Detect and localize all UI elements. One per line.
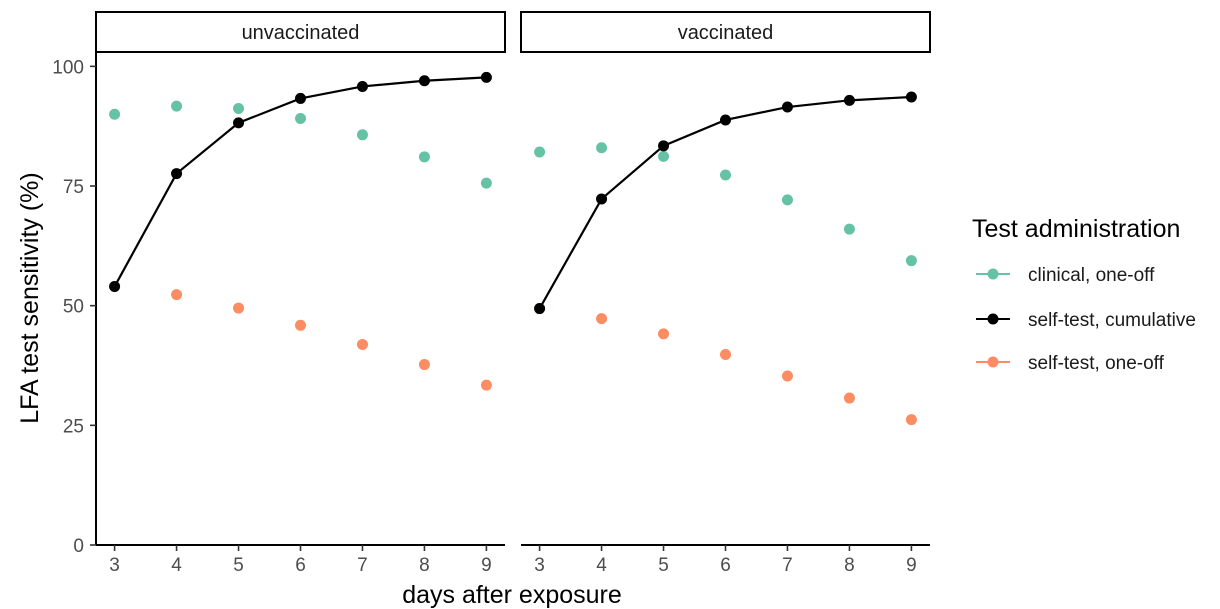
data-point-self-test-one-off [781, 370, 793, 382]
x-tick-label: 5 [658, 555, 669, 576]
y-tick-label: 100 [52, 57, 84, 78]
data-point-self-test-one-off [720, 349, 731, 361]
data-point-clinical-one-off [418, 151, 430, 163]
x-tick-label: 7 [357, 555, 368, 576]
x-tick-label: 8 [419, 555, 430, 576]
series-line-self-test-cumulative-vaccinated [538, 95, 912, 310]
data-point-self-test-cumulative [843, 94, 855, 106]
data-point-self-test-one-off [480, 379, 492, 391]
x-tick-label: 7 [782, 555, 793, 576]
data-point-self-test-one-off [843, 392, 855, 404]
y-tick-label: 75 [63, 177, 84, 198]
data-point-self-test-one-off [418, 359, 430, 371]
facet-strip-vaccinated [520, 11, 931, 53]
legend-key-point [987, 356, 999, 368]
x-tick-label: 5 [233, 555, 244, 576]
data-point-self-test-one-off [295, 319, 306, 331]
data-point-clinical-one-off [658, 150, 670, 162]
facet-label-vaccinated: vaccinated [678, 22, 774, 44]
x-tick-label: 3 [109, 555, 120, 576]
x-tick-label: 6 [720, 555, 731, 576]
data-point-self-test-one-off [658, 328, 670, 340]
data-point-self-test-cumulative [720, 114, 731, 126]
data-point-self-test-one-off [356, 338, 368, 350]
data-point-clinical-one-off [596, 142, 608, 154]
data-point-self-test-cumulative [418, 75, 430, 87]
data-point-clinical-one-off [356, 129, 368, 141]
y-tick-label: 50 [63, 297, 84, 318]
series-line-self-test-cumulative-unvaccinated [113, 76, 487, 288]
legend-label: self-test, one-off [1028, 353, 1165, 374]
data-point-self-test-cumulative [295, 92, 306, 104]
x-tick-label: 8 [844, 555, 855, 576]
x-tick-label: 6 [295, 555, 306, 576]
y-tick-label: 25 [63, 416, 84, 437]
data-point-clinical-one-off [534, 146, 546, 158]
x-axis-title: days after exposure [402, 581, 622, 609]
data-point-clinical-one-off [109, 108, 121, 120]
data-point-clinical-one-off [905, 255, 917, 267]
data-point-clinical-one-off [720, 169, 731, 181]
legend-key-point [987, 268, 999, 280]
y-tick-label: 0 [73, 536, 84, 557]
facet-strip-unvaccinated [95, 11, 506, 53]
data-point-self-test-cumulative [356, 80, 368, 92]
legend-item-self-test-cumulative: self-test, cumulative [976, 310, 1196, 331]
facet-label-unvaccinated: unvaccinated [242, 22, 360, 44]
data-point-clinical-one-off [480, 177, 492, 189]
legend-key-point [987, 313, 999, 325]
data-point-self-test-cumulative [905, 91, 917, 103]
legend-item-self-test-one-off: self-test, one-off [976, 353, 1165, 374]
data-point-self-test-one-off [233, 302, 245, 314]
data-point-clinical-one-off [295, 113, 306, 125]
data-point-self-test-cumulative [171, 168, 183, 180]
x-tick-label: 9 [906, 555, 917, 576]
data-point-self-test-cumulative [480, 71, 492, 83]
data-point-self-test-one-off [905, 414, 917, 426]
data-point-clinical-one-off [233, 102, 245, 114]
data-point-clinical-one-off [171, 100, 183, 112]
data-point-self-test-cumulative [534, 303, 546, 315]
x-tick-label: 3 [534, 555, 545, 576]
data-point-self-test-cumulative [658, 140, 670, 152]
legend-title: Test administration [972, 215, 1180, 243]
data-point-clinical-one-off [843, 223, 855, 235]
x-tick-label: 9 [481, 555, 492, 576]
data-point-self-test-cumulative [781, 101, 793, 113]
legend-label: self-test, cumulative [1028, 310, 1196, 331]
x-tick-label: 4 [171, 555, 182, 576]
y-axis-title: LFA test sensitivity (%) [16, 172, 44, 423]
legend-label: clinical, one-off [1028, 265, 1155, 286]
data-point-clinical-one-off [781, 194, 793, 206]
legend: Test administration clinical, one-off sel… [972, 215, 1196, 374]
panel-vaccinated: vaccinated 3 4 5 6 7 8 9 [520, 11, 931, 576]
panel-unvaccinated: unvaccinated 3 4 5 6 7 8 9 0 25 50 75 100 [52, 11, 506, 576]
data-point-self-test-cumulative [596, 193, 608, 205]
data-point-self-test-cumulative [109, 281, 121, 293]
data-point-self-test-one-off [171, 289, 183, 301]
data-point-self-test-one-off [596, 313, 608, 325]
legend-item-clinical-one-off: clinical, one-off [976, 265, 1155, 286]
x-tick-label: 4 [596, 555, 607, 576]
data-point-self-test-cumulative [233, 117, 245, 129]
